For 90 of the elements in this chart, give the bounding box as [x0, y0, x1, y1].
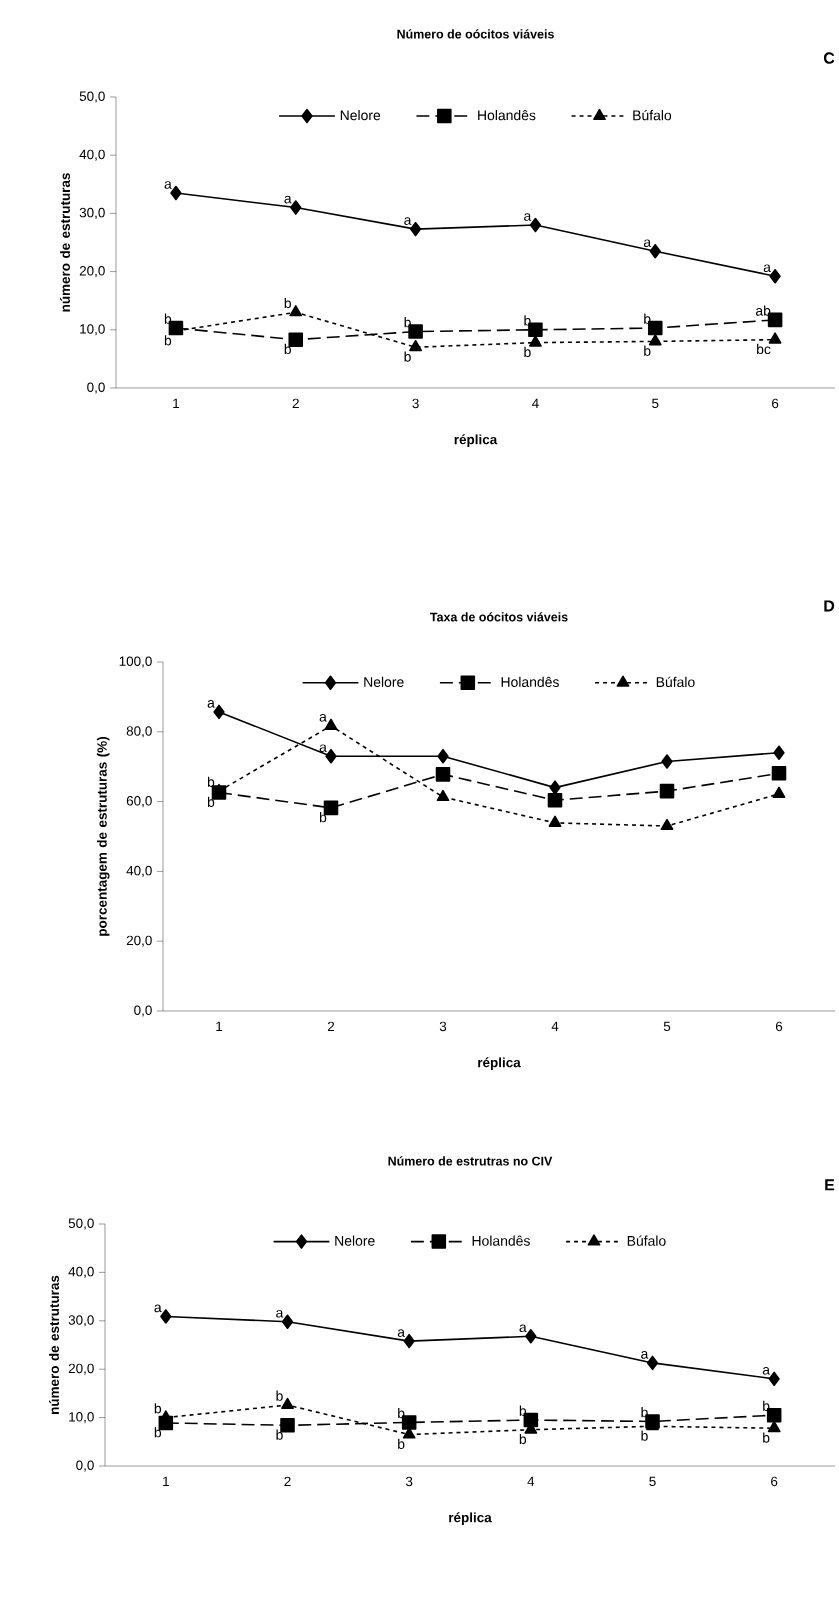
text: D — [824, 600, 835, 612]
x-tick-label: 1 — [163, 1476, 169, 1486]
y-tick-label: 40,0 — [126, 865, 152, 877]
y-tick-label: 40,0 — [79, 149, 105, 161]
annotation: b — [207, 776, 215, 787]
y-tick-label: 20,0 — [126, 935, 152, 947]
y-tick-label: 100,0 — [119, 656, 152, 668]
x-tick-label: 5 — [649, 1476, 656, 1487]
annotation: b — [276, 1390, 283, 1401]
x-tick-label: 2 — [284, 1476, 291, 1487]
legend-label: Holandês — [472, 1235, 530, 1246]
annotation: a — [519, 1324, 527, 1333]
y-tick-label: 40,0 — [68, 1266, 94, 1278]
annotation: b — [207, 796, 215, 807]
annotation: b — [284, 343, 291, 355]
x-axis-title: réplica — [478, 1057, 521, 1070]
annotation: a — [762, 1367, 770, 1375]
annotation: b — [154, 1403, 162, 1414]
x-tick-label: 3 — [412, 398, 419, 409]
x-tick-label: 3 — [405, 1476, 413, 1487]
legend-label: Holandês — [478, 109, 536, 121]
x-tick-label: 2 — [327, 1021, 335, 1032]
legend-label: Búfalo — [627, 1235, 666, 1246]
x-axis-title: réplica — [449, 1512, 492, 1525]
annotation: a — [284, 195, 292, 204]
y-axis-title: número de estruturas — [60, 173, 70, 312]
annotation: b — [763, 1432, 770, 1443]
x-tick-label: 5 — [652, 398, 659, 409]
legend-label: Nelore — [335, 1235, 375, 1246]
annotation: b — [164, 335, 172, 346]
annotation: a — [276, 1309, 284, 1318]
legend-label: Nelore — [364, 676, 404, 687]
annotation: b — [524, 346, 531, 358]
x-tick-label: 1 — [216, 1021, 223, 1031]
annotation: a — [154, 1304, 162, 1313]
y-tick-label: 30,0 — [79, 207, 105, 219]
annotation: b — [398, 1438, 405, 1449]
y-tick-label: 50,0 — [79, 91, 105, 103]
annotation: a — [319, 744, 327, 753]
annotation: b — [519, 1433, 527, 1445]
y-tick-label: 60,0 — [126, 796, 152, 808]
annotation: a — [319, 714, 327, 722]
legend-label: Holandês — [501, 676, 559, 687]
legend-label: Búfalo — [633, 109, 672, 121]
annotation: a — [643, 239, 652, 248]
x-tick-label: 1 — [173, 398, 180, 408]
y-tick-label: 50,0 — [68, 1218, 94, 1230]
legend-label: Nelore — [340, 109, 381, 121]
y-tick-label: 0,0 — [134, 1005, 152, 1017]
annotation: a — [763, 264, 771, 273]
y-tick-label: 80,0 — [126, 726, 152, 738]
x-tick-label: 4 — [531, 398, 539, 408]
annotation: a — [524, 213, 532, 221]
y-tick-label: 20,0 — [79, 266, 105, 278]
annotation: a — [397, 1329, 405, 1337]
chart-title: Número de estrutras no CIV — [388, 1156, 553, 1166]
annotation: b — [319, 812, 327, 823]
y-axis-title: porcentagem de estruturas (%) — [96, 737, 110, 936]
annotation: a — [641, 1351, 649, 1359]
y-tick-label: 30,0 — [68, 1315, 94, 1327]
x-tick-label: 5 — [663, 1021, 671, 1032]
annotation: a — [207, 700, 215, 708]
annotation: b — [284, 297, 291, 309]
x-axis-title: réplica — [454, 434, 498, 447]
annotation: b — [641, 1430, 648, 1441]
x-tick-label: 4 — [527, 1476, 535, 1486]
x-tick-label: 3 — [439, 1021, 447, 1032]
x-tick-label: 4 — [551, 1021, 559, 1031]
y-tick-label: 20,0 — [68, 1363, 94, 1375]
chart-title: Taxa de oócitos viáveis — [430, 612, 568, 622]
annotation: a — [164, 181, 172, 189]
y-tick-label: 0,0 — [87, 382, 105, 394]
text: E — [825, 1179, 835, 1191]
annotation: b — [276, 1429, 283, 1440]
annotation: bc — [757, 343, 771, 355]
legend-label: Búfalo — [656, 676, 695, 688]
y-tick-label: 10,0 — [69, 1412, 94, 1424]
text: C — [823, 52, 835, 64]
x-tick-label: 6 — [775, 1021, 783, 1032]
x-tick-label: 2 — [292, 398, 299, 409]
x-tick-label: 6 — [771, 1476, 778, 1487]
y-axis-title: número de estruturas — [49, 1275, 59, 1414]
annotation: b — [644, 345, 651, 356]
annotation: b — [404, 351, 411, 362]
x-tick-label: 6 — [772, 398, 779, 409]
chart-title: Número de oócitos viáveis — [397, 29, 554, 39]
annotation: b — [154, 1427, 162, 1438]
y-tick-label: 10,0 — [80, 324, 105, 336]
y-tick-label: 0,0 — [76, 1460, 94, 1472]
annotation: a — [404, 217, 412, 225]
